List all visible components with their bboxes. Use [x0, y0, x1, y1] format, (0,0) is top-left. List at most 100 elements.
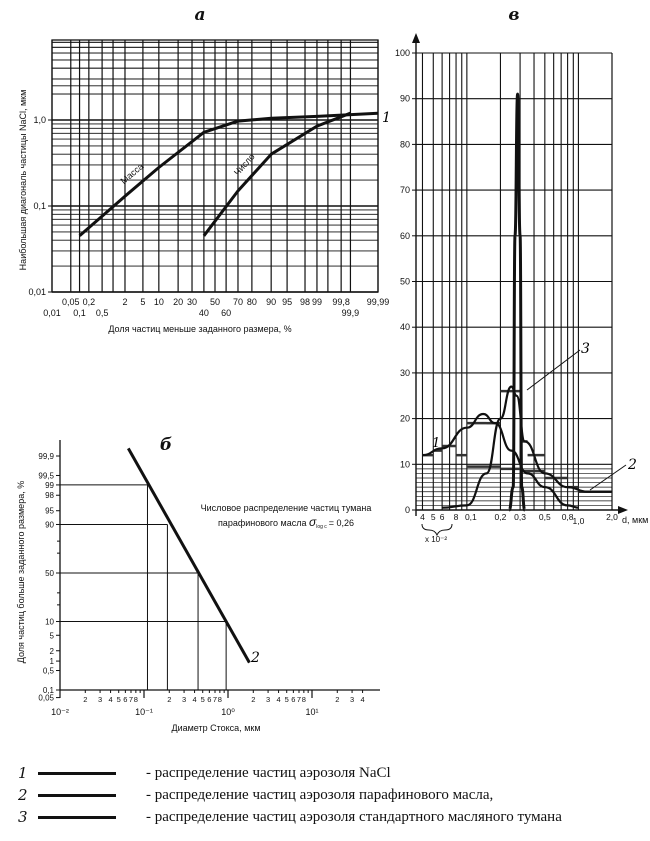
x-tick-label: 0,3 [514, 512, 526, 522]
x-tick-label: 1,0 [573, 516, 585, 526]
y-tick-label: 80 [400, 139, 410, 149]
y-tick-label: 60 [400, 231, 410, 241]
x-minor-label: 2 [251, 695, 255, 704]
y-tick-label: 0,01 [28, 287, 46, 297]
x-tick-label-upper: 90 [266, 297, 276, 307]
x-minor-label: 2 [83, 695, 87, 704]
y-tick-label: 50 [400, 277, 410, 287]
x-axis-arrow-icon [618, 506, 628, 514]
leader-line-3 [526, 349, 581, 391]
y-tick-label: 10 [45, 618, 54, 627]
y-axis-arrow-icon [412, 33, 420, 43]
chart-a-series: Масса Число [78, 111, 379, 237]
series-line-2 [442, 385, 612, 509]
chart-a-curve-label: 1 [382, 110, 391, 126]
legend-item-2: 2 - распределение частиц аэрозоля парафи… [18, 784, 562, 806]
chart-b-annotation: Числовое распределение частиц тумана [201, 503, 372, 513]
chart-b-annotation-line2: парафинового масла [218, 518, 309, 528]
x-tick-label-lower: 40 [199, 308, 209, 318]
x-minor-label: 8 [134, 695, 138, 704]
x-minor-label: 3 [266, 695, 270, 704]
legend-num: 1 [18, 764, 28, 782]
legend-line-swatch [38, 815, 116, 819]
x-tick-label: 2,0 [606, 512, 618, 522]
x-tick-label-upper: 20 [173, 297, 183, 307]
x-tick-label-upper: 99,8 [332, 297, 350, 307]
chart-b-annotation-value: = 0,26 [329, 518, 354, 528]
y-tick-label: 5 [50, 631, 55, 640]
x-decade-label: 10⁻² [51, 707, 69, 717]
chart-b-annotation-2: парафинового масла σlog c = 0,26 [218, 515, 354, 530]
legend-text: - распределение частиц аэрозоля парафино… [146, 786, 494, 803]
x-minor-label: 6 [123, 695, 127, 704]
x-minor-label: 8 [302, 695, 306, 704]
chart-c-grid: 0 10 20 30 40 50 60 70 80 90 100 4 5 6 8 0,1 0,2 0,3 0,5 0,… [395, 33, 628, 526]
legend-text: - распределение частиц аэрозоля NaCl [146, 764, 391, 781]
x-tick-label-upper: 80 [247, 297, 257, 307]
x-minor-label: 4 [192, 695, 196, 704]
x-tick-label: 0,5 [539, 512, 551, 522]
chart-a-ticks: 1,00,10,010,05 0,2 2 5 10 20 30 50 70 80 90 95 98 99 9… [28, 115, 389, 318]
x-tick-label-lower: 0,1 [73, 308, 86, 318]
y-tick-label: 50 [45, 569, 54, 578]
x-tick-label: 0,8 [562, 512, 574, 522]
x-decade-label: 10⁻¹ [135, 707, 153, 717]
chart-c-brace [421, 523, 453, 537]
x-tick-label-upper: 10 [154, 297, 164, 307]
x-tick-label-upper: 0,2 [83, 297, 96, 307]
chart-b: б 99,999,59998959050105210,50,10,0510⁻²2… [16, 435, 380, 733]
chart-c-xlabel: d, мкм [622, 515, 648, 525]
chart-b-annotation-sub: log c [316, 524, 327, 530]
x-minor-label: 7 [297, 695, 301, 704]
x-tick-label-upper: 5 [140, 297, 145, 307]
chart-a-panel-label: а [194, 5, 205, 25]
leader-line-2 [589, 464, 627, 491]
x-tick-label-upper: 30 [187, 297, 197, 307]
chart-c-label-2: 2 [627, 457, 637, 473]
x-tick-label-upper: 99,99 [367, 297, 390, 307]
y-tick-label: 0,1 [43, 686, 55, 695]
x-tick-label: 4 [420, 512, 425, 522]
x-tick-label: 6 [440, 512, 445, 522]
chart-c-panel-label: в [508, 5, 519, 25]
x-minor-label: 6 [207, 695, 211, 704]
x-minor-label: 5 [201, 695, 205, 704]
y-tick-label: 95 [45, 507, 54, 516]
chart-c-label-1: 1 [432, 436, 440, 451]
y-tick-label: 30 [400, 368, 410, 378]
x-minor-label: 2 [335, 695, 339, 704]
chart-b-panel-label: б [160, 435, 172, 455]
chart-c-multiplier: x 10⁻² [425, 535, 447, 544]
plot-frame [51, 39, 379, 293]
chart-c-label-3: 3 [581, 341, 590, 357]
x-minor-label: 3 [182, 695, 186, 704]
y-tick-label: 20 [400, 414, 410, 424]
y-tick-label: 1 [50, 657, 55, 666]
legend-line-swatch [38, 793, 116, 797]
legend-line-swatch [38, 771, 116, 775]
series-line-mass [78, 111, 379, 237]
y-tick-label: 0,05 [38, 694, 54, 703]
chart-b-ylabel: Доля частиц больше заданного размера, % [16, 481, 26, 663]
chart-a-grid [51, 39, 379, 293]
x-minor-label: 2 [167, 695, 171, 704]
x-minor-label: 4 [108, 695, 112, 704]
chart-b-curve-label: 2 [250, 650, 260, 666]
x-tick-label-lower: 99,9 [342, 308, 360, 318]
y-tick-label: 0,5 [43, 667, 55, 676]
series-line-count [202, 111, 351, 237]
x-decade-label: 10⁰ [221, 707, 235, 717]
sigma-symbol: σ [309, 515, 317, 529]
y-tick-label: 90 [400, 94, 410, 104]
legend-item-1: 1 - распределение частиц аэрозоля NaCl [18, 762, 562, 784]
y-tick-label: 98 [45, 491, 54, 500]
x-minor-label: 4 [360, 695, 364, 704]
x-minor-label: 7 [213, 695, 217, 704]
x-tick-label-lower: 0,01 [43, 308, 61, 318]
legend: 1 - распределение частиц аэрозоля NaCl 2… [18, 762, 562, 828]
y-tick-label: 99,5 [38, 471, 54, 480]
x-tick-label-upper: 50 [210, 297, 220, 307]
legend-num: 2 [18, 786, 28, 804]
series-line-1 [422, 412, 579, 509]
